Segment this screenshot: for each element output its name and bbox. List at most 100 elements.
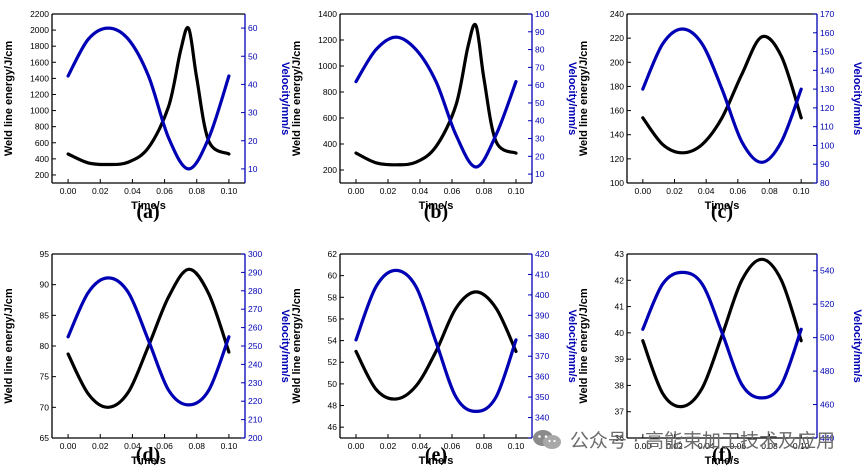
panel-e-left-tick-label: 56 bbox=[328, 314, 338, 324]
panel-c-left-tick-label: 240 bbox=[610, 9, 624, 19]
panel-c-left-tick-label: 200 bbox=[610, 57, 624, 67]
panel-d-x-tick-label: 0.06 bbox=[156, 441, 173, 451]
panel-c-energy-series-line bbox=[641, 34, 803, 155]
panel-a-left-tick-label: 200 bbox=[35, 170, 49, 180]
panel-b-right-tick-label: 10 bbox=[535, 169, 545, 179]
panel-e-left-tick-label: 58 bbox=[328, 292, 338, 302]
panel-f-label: (f) bbox=[712, 444, 732, 466]
panel-f-left-axis-title: Weld line energy/J/cm bbox=[578, 288, 590, 404]
panel-d-energy-series-line bbox=[66, 267, 231, 409]
panel-a-right-tick-label: 20 bbox=[248, 136, 258, 146]
panel-e-left-tick-label: 62 bbox=[328, 249, 338, 259]
panel-c-right-tick-label: 140 bbox=[820, 65, 834, 75]
panel-f-right-tick-label: 540 bbox=[820, 266, 834, 276]
panel-e-right-tick-label: 350 bbox=[535, 392, 549, 402]
panel-b-x-tick-label: 0.10 bbox=[508, 186, 525, 196]
panel-f-x-tick-label: 0.00 bbox=[635, 441, 652, 451]
panel-e-right-axis-title: Velocity/mm/s bbox=[566, 309, 578, 382]
panel-f-x-tick-label: 0.02 bbox=[666, 441, 683, 451]
panel-d-left-tick-label: 80 bbox=[40, 341, 50, 351]
panel-a-x-tick-label: 0.08 bbox=[188, 186, 205, 196]
panel-c-left-tick-label: 220 bbox=[610, 33, 624, 43]
panel-c-left-axis-title: Weld line energy/J/cm bbox=[578, 41, 590, 157]
watermark-text: 公众号 · 高能束加工技术及应用 bbox=[569, 430, 835, 452]
panel-a-left-tick-label: 1200 bbox=[30, 89, 49, 99]
panel-b-left-axis-title: Weld line energy/J/cm bbox=[291, 41, 303, 157]
panel-c-x-axis-title: Time/s bbox=[705, 200, 740, 212]
panel-e-right-tick-label: 410 bbox=[535, 269, 549, 279]
panel-e-x-tick-label: 0.04 bbox=[412, 441, 429, 451]
panel-a-left-tick-label: 400 bbox=[35, 154, 49, 164]
panel-e-x-axis-title: Time/s bbox=[419, 455, 454, 467]
panel-e-x-tick-label: 0.08 bbox=[476, 441, 493, 451]
panel-c-left-tick-label: 100 bbox=[610, 178, 624, 188]
panel-e-x-tick-label: 0.06 bbox=[444, 441, 461, 451]
panel-b-left-tick-label: 800 bbox=[323, 87, 337, 97]
panel-b-left-tick-label: 400 bbox=[323, 139, 337, 149]
panel-b-right-tick-label: 90 bbox=[535, 27, 545, 37]
panel-e-left-axis-title: Weld line energy/J/cm bbox=[291, 288, 303, 404]
panel-a-left-tick-label: 600 bbox=[35, 138, 49, 148]
panel-b-label: (b) bbox=[424, 201, 448, 223]
panel-c-right-tick-label: 160 bbox=[820, 28, 834, 38]
panel-b-left-tick-label: 1000 bbox=[318, 61, 337, 71]
panel-d-right-tick-label: 230 bbox=[248, 378, 262, 388]
panel-d-left-tick-label: 90 bbox=[40, 280, 50, 290]
panel-f-right-tick-label: 480 bbox=[820, 366, 834, 376]
panel-f-right-axis-title: Velocity/mm/s bbox=[851, 309, 863, 382]
panel-d-x-tick-label: 0.04 bbox=[124, 441, 141, 451]
panel-a-left-tick-label: 2000 bbox=[30, 25, 49, 35]
panel-c-x-tick-label: 0.04 bbox=[698, 186, 715, 196]
panel-a-right-tick-label: 30 bbox=[248, 108, 258, 118]
panel-a-right-axis-title: Velocity/mm/s bbox=[279, 62, 291, 135]
panel-f-right-tick-label: 440 bbox=[820, 433, 834, 443]
panel-c-right-tick-label: 100 bbox=[820, 140, 834, 150]
panel-d-x-axis-title: Time/s bbox=[131, 455, 166, 467]
panel-d-x-tick-label: 0.08 bbox=[188, 441, 205, 451]
panel-e-left-tick-label: 60 bbox=[328, 271, 338, 281]
panel-c-right-tick-label: 80 bbox=[820, 178, 830, 188]
panel-b-x-tick-label: 0.08 bbox=[476, 186, 493, 196]
panel-a-left-tick-label: 800 bbox=[35, 122, 49, 132]
panel-e-right-tick-label: 420 bbox=[535, 249, 549, 259]
panel-a-x-tick-label: 0.02 bbox=[92, 186, 109, 196]
panel-d-x-tick-label: 0.02 bbox=[92, 441, 109, 451]
panel-b-right-tick-label: 40 bbox=[535, 116, 545, 126]
panel-c-x-tick-label: 0.08 bbox=[761, 186, 778, 196]
panel-f-x-tick-label: 0.08 bbox=[761, 441, 778, 451]
panel-f-left-tick-label: 40 bbox=[615, 328, 625, 338]
panel-b-left-tick-label: 1200 bbox=[318, 35, 337, 45]
panel-b-right-tick-label: 70 bbox=[535, 62, 545, 72]
panel-f-right-tick-label: 520 bbox=[820, 299, 834, 309]
panel-e-energy-series-line bbox=[354, 290, 518, 401]
panel-f-velocity-series-line bbox=[641, 270, 803, 400]
panel-c-x-tick-label: 0.02 bbox=[666, 186, 683, 196]
panel-c-right-tick-label: 90 bbox=[820, 159, 830, 169]
panel-b-energy-series-line bbox=[354, 22, 518, 167]
panel-d-velocity-series-line bbox=[66, 276, 231, 407]
panel-d-right-tick-label: 250 bbox=[248, 341, 262, 351]
panel-a-left-tick-label: 1400 bbox=[30, 73, 49, 83]
panel-d-right-tick-label: 270 bbox=[248, 304, 262, 314]
panel-c-left-tick-label: 180 bbox=[610, 81, 624, 91]
panel-e-left-tick-label: 50 bbox=[328, 379, 338, 389]
panel-f-left-tick-label: 43 bbox=[615, 249, 625, 259]
panel-c-right-tick-label: 120 bbox=[820, 103, 834, 113]
panel-e-label: (e) bbox=[425, 444, 447, 466]
panel-d-right-tick-label: 210 bbox=[248, 415, 262, 425]
panel-b-right-tick-label: 60 bbox=[535, 80, 545, 90]
panel-f-x-tick-label: 0.10 bbox=[793, 441, 810, 451]
panel-a-right-tick-label: 50 bbox=[248, 51, 258, 61]
panel-d-right-axis-title: Velocity/mm/s bbox=[279, 309, 291, 382]
panel-d-x-tick-label: 0.10 bbox=[221, 441, 238, 451]
panel-c-x-tick-label: 0.00 bbox=[635, 186, 652, 196]
panel-e-left-tick-label: 54 bbox=[328, 336, 338, 346]
panel-d-right-tick-label: 260 bbox=[248, 323, 262, 333]
panel-e-right-tick-label: 370 bbox=[535, 351, 549, 361]
panel-d-right-tick-label: 240 bbox=[248, 359, 262, 369]
panel-e-velocity-series-line bbox=[354, 268, 518, 413]
panel-b-right-tick-label: 80 bbox=[535, 45, 545, 55]
panel-f-x-tick-label: 0.06 bbox=[730, 441, 747, 451]
panel-d-left-tick-label: 65 bbox=[40, 433, 50, 443]
